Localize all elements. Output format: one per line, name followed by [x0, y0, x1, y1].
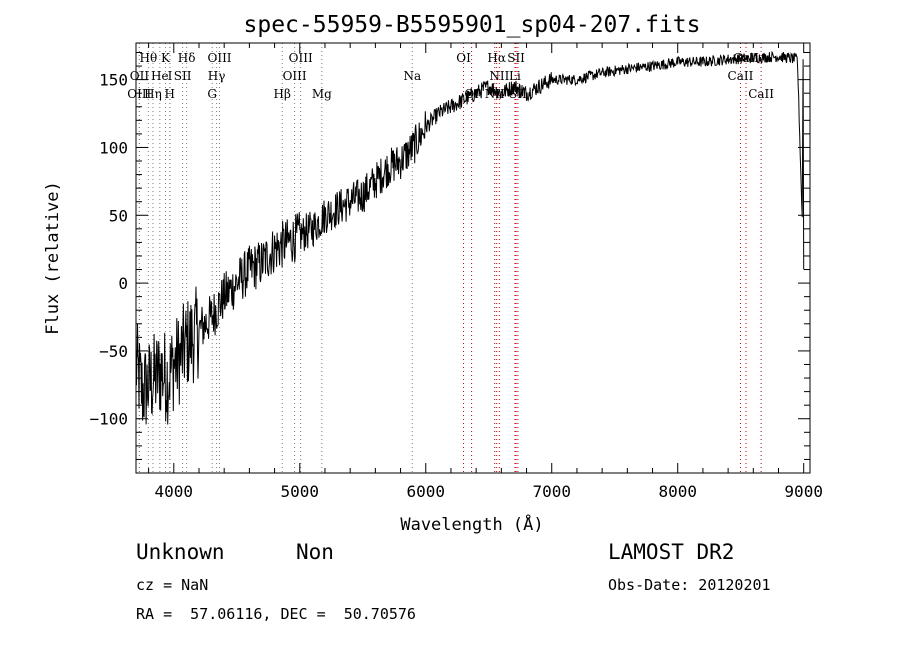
line-label: Hβ	[274, 87, 291, 101]
line-label: OIII	[127, 87, 151, 101]
x-tick-label: 9000	[784, 482, 823, 501]
obs-date-text: Obs-Date: 20120201	[608, 576, 771, 594]
line-label: OII	[130, 69, 150, 83]
x-tick-label: 8000	[658, 482, 697, 501]
coordinates-text: RA = 57.06116, DEC = 50.70576	[136, 605, 416, 623]
line-label: G	[207, 87, 217, 101]
chart-title: spec-55959-B5595901_sp04-207.fits	[244, 12, 701, 38]
y-axis-label: Flux (relative)	[43, 181, 63, 335]
line-label: NII	[489, 69, 509, 83]
survey-text: LAMOST DR2	[608, 540, 735, 564]
x-tick-label: 4000	[155, 482, 194, 501]
line-label: H	[165, 87, 175, 101]
spectrum-line	[135, 50, 805, 425]
line-label: I	[168, 69, 173, 83]
line-label: SII	[174, 69, 192, 83]
classification-text: Unknown	[136, 540, 225, 564]
line-label: Li	[509, 69, 521, 83]
y-tick-label: 150	[99, 71, 128, 90]
y-tick-label: −100	[89, 410, 128, 429]
y-ticks: −100 −50 0 50 100 150	[89, 51, 810, 460]
y-tick-label: −50	[99, 342, 128, 361]
line-label: OI	[456, 51, 471, 65]
line-label: OIII	[283, 69, 307, 83]
y-tick-label: 50	[109, 206, 128, 225]
subclass-text: Non	[296, 540, 334, 564]
line-label: Hη	[144, 87, 162, 101]
redshift-text: cz = NaN	[136, 576, 209, 594]
x-axis-label: Wavelength (Å)	[400, 513, 543, 535]
line-label: He	[151, 69, 169, 83]
line-label: CaII	[728, 69, 754, 83]
line-label: CaII	[748, 87, 774, 101]
line-label: K	[161, 51, 171, 65]
x-tick-label: 7000	[532, 482, 571, 501]
line-label: Mg	[312, 87, 332, 101]
x-tick-label: 6000	[406, 482, 445, 501]
plot-frame	[135, 42, 811, 474]
line-label: OIII	[289, 51, 313, 65]
line-label: Hδ	[178, 51, 196, 65]
line-label: Na	[403, 69, 421, 83]
line-label: Hα	[487, 51, 506, 65]
y-tick-label: 0	[118, 274, 128, 293]
x-tick-label: 5000	[281, 482, 320, 501]
line-label: OIII	[207, 51, 231, 65]
line-label: SII	[507, 51, 525, 65]
line-label: Hγ	[208, 69, 226, 83]
x-ticks: 4000 5000 6000 7000 8000 9000	[148, 43, 823, 501]
y-tick-label: 100	[99, 138, 128, 157]
line-label: Hθ	[139, 51, 157, 65]
